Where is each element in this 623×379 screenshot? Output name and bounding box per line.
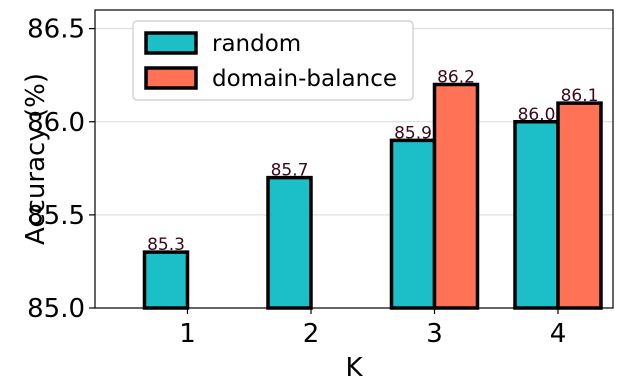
bar-random-2 bbox=[266, 175, 313, 310]
bar-value-label: 86.1 bbox=[561, 86, 599, 106]
y-axis-ticks: 85.0 85.5 86.0 86.5 bbox=[27, 15, 95, 324]
bar-random-1 bbox=[142, 250, 190, 310]
y-tick-label: 86.0 bbox=[27, 108, 85, 138]
legend-label-random: random bbox=[212, 31, 301, 57]
x-tick-label: 1 bbox=[179, 319, 196, 349]
x-tick-label: 3 bbox=[426, 319, 443, 349]
x-axis-title: K bbox=[345, 353, 363, 379]
legend-label-domain-balance: domain-balance bbox=[212, 66, 397, 92]
bar-value-label: 85.7 bbox=[271, 161, 309, 181]
bar-domain-balance-3 bbox=[432, 82, 480, 310]
x-tick-label: 4 bbox=[550, 319, 567, 349]
legend: random domain-balance bbox=[132, 20, 414, 101]
legend-swatch-domain-balance bbox=[144, 66, 198, 90]
y-tick-label: 85.0 bbox=[27, 294, 85, 324]
bars: 85.3 85.7 85.9 86.2 86.086.1 bbox=[142, 68, 603, 310]
bar-value-label: 86.0 bbox=[518, 105, 556, 125]
plot-frame bbox=[94, 9, 614, 309]
x-tick-label: 2 bbox=[303, 319, 320, 349]
bar-value-label: 85.9 bbox=[394, 123, 432, 143]
bar-value-label: 85.3 bbox=[147, 235, 185, 255]
bar-random-4 bbox=[513, 120, 560, 310]
y-tick-label: 85.5 bbox=[27, 201, 85, 231]
legend-swatch-random bbox=[144, 31, 198, 55]
bar-value-label: 86.2 bbox=[437, 68, 475, 88]
legend-box bbox=[132, 20, 414, 101]
x-axis-ticks: 1 2 3 4 bbox=[179, 308, 566, 349]
y-tick-label: 86.5 bbox=[27, 15, 85, 45]
y-axis-title: Accuracy (%) bbox=[21, 73, 51, 245]
bar-domain-balance-4 bbox=[556, 101, 603, 310]
bar-random-3 bbox=[389, 138, 437, 310]
